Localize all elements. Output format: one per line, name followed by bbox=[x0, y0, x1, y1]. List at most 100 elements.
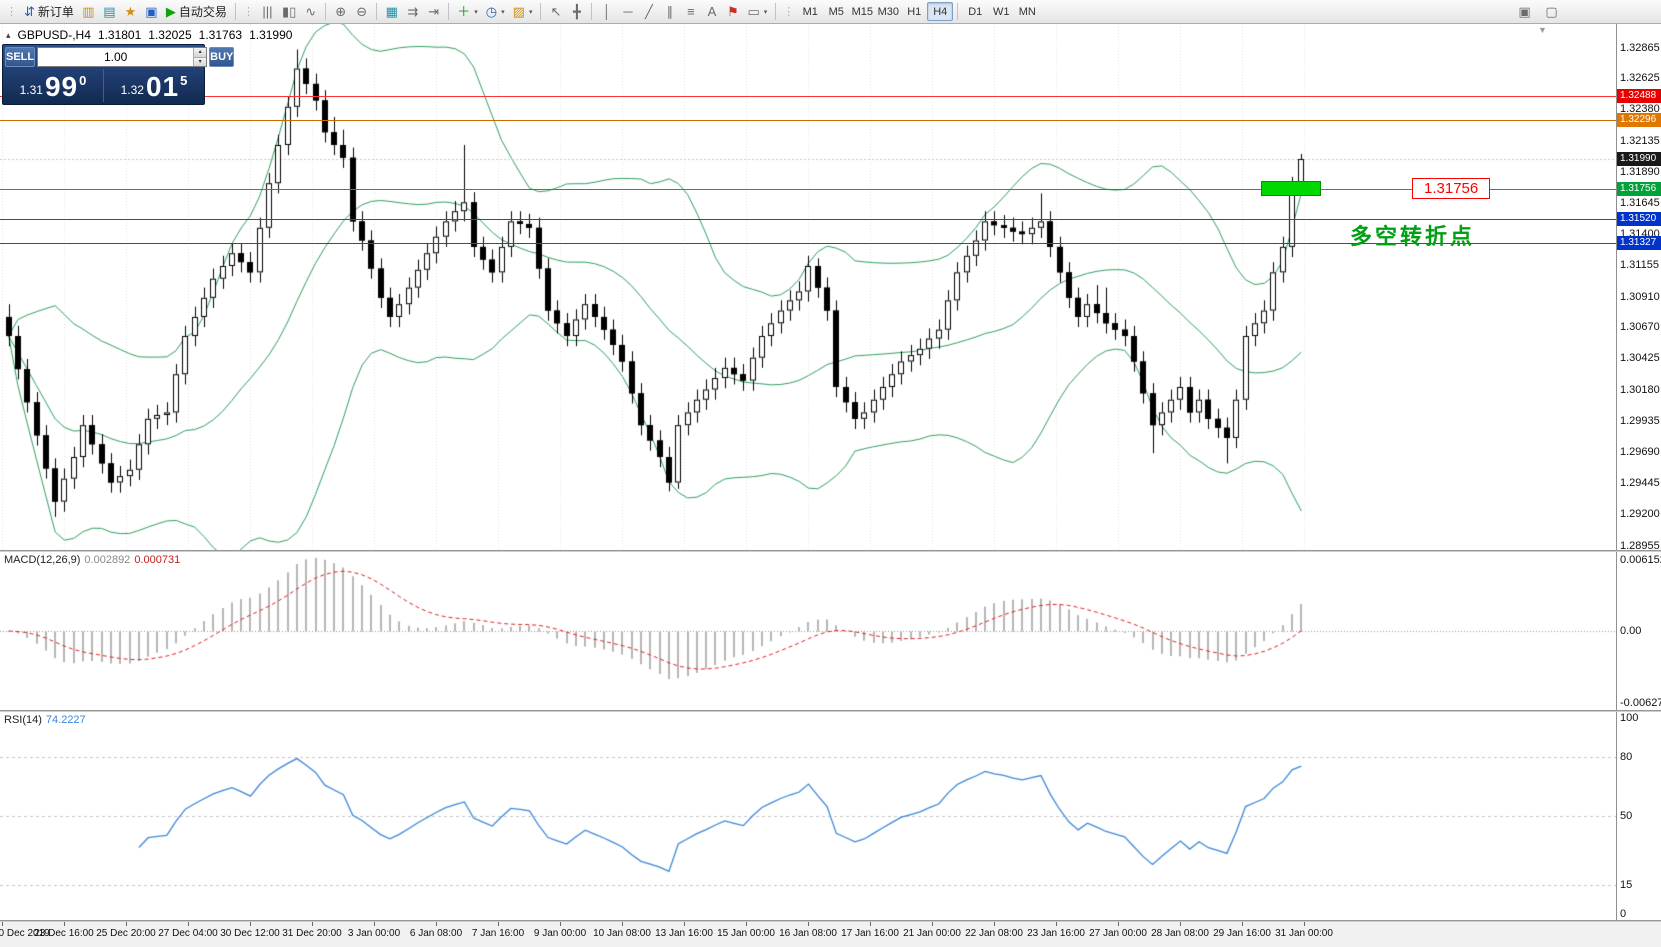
timeframe-w1-button[interactable]: W1 bbox=[993, 5, 1010, 18]
horizontal-line[interactable] bbox=[0, 243, 1616, 244]
timeframe-mn-button[interactable]: MN bbox=[1018, 5, 1036, 18]
indicators-button[interactable]: ＋ ▾ bbox=[453, 2, 482, 22]
time-axis-label: 16 Jan 08:00 bbox=[779, 928, 837, 939]
horizontal-line[interactable] bbox=[0, 120, 1616, 121]
bid-price[interactable]: 1.31 99 0 bbox=[3, 69, 104, 102]
panel-separator[interactable] bbox=[0, 550, 1661, 552]
auto-trading-button[interactable]: ▶ 自动交易 bbox=[162, 2, 231, 22]
bid-pipette: 0 bbox=[79, 73, 87, 88]
trendline-button[interactable]: ╱ bbox=[638, 2, 659, 22]
time-axis-label: 10 Jan 08:00 bbox=[593, 928, 651, 939]
panel-separator[interactable] bbox=[0, 920, 1661, 922]
macd-label: MACD(12,26,9) 0.002892 0.000731 bbox=[4, 554, 180, 566]
horizontal-line-icon: ─ bbox=[623, 4, 633, 19]
trade-panel-top-row: SELL ▴ ▾ BUY bbox=[3, 45, 235, 69]
time-axis-label: 7 Jan 16:00 bbox=[471, 928, 525, 939]
toolbar-grip[interactable]: ⋮ bbox=[242, 6, 254, 18]
price-axis-label: 1.28955 bbox=[1620, 539, 1660, 552]
main-toolbar: ⋮ ⇵ 新订单 ▥ ▤ ★ ▣ ▶ 自动交易 ⋮ ||| ▮▯ ∿ ⊕ ⊖ ▦ … bbox=[0, 0, 1661, 24]
candlestick-chart-button[interactable]: ▮▯ bbox=[278, 2, 300, 22]
highlight-rectangle[interactable] bbox=[1261, 181, 1321, 196]
macd-signal-value: 0.000731 bbox=[134, 554, 181, 566]
zoom-out-button[interactable]: ⊖ bbox=[351, 2, 372, 22]
shapes-button[interactable]: ▭ ▾ bbox=[743, 2, 771, 22]
timeframe-h4-button[interactable]: H4 bbox=[927, 2, 954, 21]
timeframe-m15-button[interactable]: M15 bbox=[851, 5, 873, 18]
timeframe-m30-button[interactable]: M30 bbox=[877, 5, 899, 18]
timeframe-d1-button[interactable]: D1 bbox=[968, 5, 983, 18]
vertical-line-button[interactable]: │ bbox=[596, 2, 617, 22]
time-axis-tick bbox=[1118, 922, 1119, 926]
tile-windows-button[interactable]: ▦ bbox=[381, 2, 402, 22]
spin-up-icon[interactable]: ▴ bbox=[194, 48, 207, 57]
zoom-in-icon: ⊕ bbox=[335, 4, 347, 19]
chart-shift-marker[interactable]: ▼ bbox=[1538, 25, 1547, 35]
sell-button[interactable]: SELL bbox=[5, 47, 36, 67]
zoom-in-button[interactable]: ⊕ bbox=[330, 2, 351, 22]
rsi-axis-label: 50 bbox=[1620, 810, 1633, 822]
data-window-icon: ▤ bbox=[103, 4, 116, 19]
navigator-button[interactable]: ★ bbox=[120, 2, 141, 22]
level-price-label[interactable]: 1.31756 bbox=[1412, 178, 1491, 199]
price-axis-label: 1.31645 bbox=[1620, 196, 1660, 209]
time-axis-tick bbox=[188, 922, 189, 926]
templates-button[interactable]: ▨ ▾ bbox=[509, 2, 537, 22]
toolbar-grip[interactable]: ⋮ bbox=[6, 6, 17, 18]
horizontal-line[interactable] bbox=[0, 219, 1616, 220]
text-tool-button[interactable]: A bbox=[701, 2, 722, 22]
toolbar-separator bbox=[591, 3, 593, 20]
price-chart-canvas[interactable] bbox=[0, 24, 1616, 550]
turning-point-annotation[interactable]: 多空转折点 bbox=[1350, 224, 1476, 249]
time-axis-tick bbox=[64, 922, 65, 926]
toolbar-grip[interactable]: ⋮ bbox=[783, 6, 795, 18]
timeframe-m1-button[interactable]: M1 bbox=[802, 5, 818, 18]
time-axis-label: 31 Dec 20:00 bbox=[282, 928, 342, 939]
periods-button[interactable]: ◷ ▾ bbox=[482, 2, 509, 22]
horizontal-line[interactable] bbox=[0, 96, 1616, 97]
window-arrange-button[interactable]: ▣ bbox=[1514, 2, 1535, 22]
time-axis-tick bbox=[436, 922, 437, 926]
new-order-label: 新订单 bbox=[37, 5, 74, 19]
one-click-toggle-icon[interactable]: ▴ bbox=[6, 29, 11, 40]
horizontal-line-button[interactable]: ─ bbox=[617, 2, 638, 22]
line-chart-icon: ∿ bbox=[305, 4, 317, 19]
window-cascade-button[interactable]: ▢ bbox=[1541, 2, 1562, 22]
ask-price[interactable]: 1.32 01 5 bbox=[104, 69, 204, 102]
auto-scroll-button[interactable]: ⇉ bbox=[402, 2, 423, 22]
time-axis-label: 28 Jan 08:00 bbox=[1151, 928, 1209, 939]
new-order-button[interactable]: ⇵ 新订单 bbox=[20, 2, 78, 22]
time-axis-label: 27 Jan 00:00 bbox=[1089, 928, 1147, 939]
spin-down-icon[interactable]: ▾ bbox=[194, 56, 207, 66]
line-chart-button[interactable]: ∿ bbox=[300, 2, 321, 22]
panel-separator[interactable] bbox=[0, 710, 1661, 712]
volume-input[interactable] bbox=[38, 48, 194, 66]
rsi-canvas[interactable] bbox=[0, 712, 1616, 920]
crosshair-button[interactable]: ╋ bbox=[566, 2, 587, 22]
arrow-label-icon: ⚑ bbox=[727, 4, 739, 19]
toolbar-separator bbox=[775, 3, 777, 20]
buy-button[interactable]: BUY bbox=[209, 47, 235, 67]
market-watch-icon: ▥ bbox=[82, 4, 95, 19]
fibonacci-button[interactable]: ≡ bbox=[680, 2, 701, 22]
time-axis-tick bbox=[932, 922, 933, 926]
terminal-button[interactable]: ▣ bbox=[141, 2, 162, 22]
horizontal-line[interactable] bbox=[0, 189, 1616, 190]
data-window-button[interactable]: ▤ bbox=[99, 2, 120, 22]
time-axis-tick bbox=[498, 922, 499, 926]
cursor-icon: ↖ bbox=[550, 4, 562, 19]
chevron-down-icon: ▾ bbox=[528, 8, 533, 16]
macd-main-value: 0.002892 bbox=[84, 554, 131, 566]
toolbar-separator bbox=[957, 3, 959, 20]
market-watch-button[interactable]: ▥ bbox=[78, 2, 99, 22]
chart-shift-button[interactable]: ⇥ bbox=[423, 2, 444, 22]
time-axis-label: 22 Jan 08:00 bbox=[965, 928, 1023, 939]
macd-canvas[interactable] bbox=[0, 552, 1616, 710]
price-axis-label: 1.32625 bbox=[1620, 72, 1660, 85]
timeframe-m5-button[interactable]: M5 bbox=[828, 5, 844, 18]
arrow-label-button[interactable]: ⚑ bbox=[722, 2, 743, 22]
channel-button[interactable]: ∥ bbox=[659, 2, 680, 22]
bar-chart-button[interactable]: ||| bbox=[257, 2, 278, 22]
cursor-button[interactable]: ↖ bbox=[545, 2, 566, 22]
time-axis-tick bbox=[1180, 922, 1181, 926]
timeframe-h1-button[interactable]: H1 bbox=[907, 5, 922, 18]
